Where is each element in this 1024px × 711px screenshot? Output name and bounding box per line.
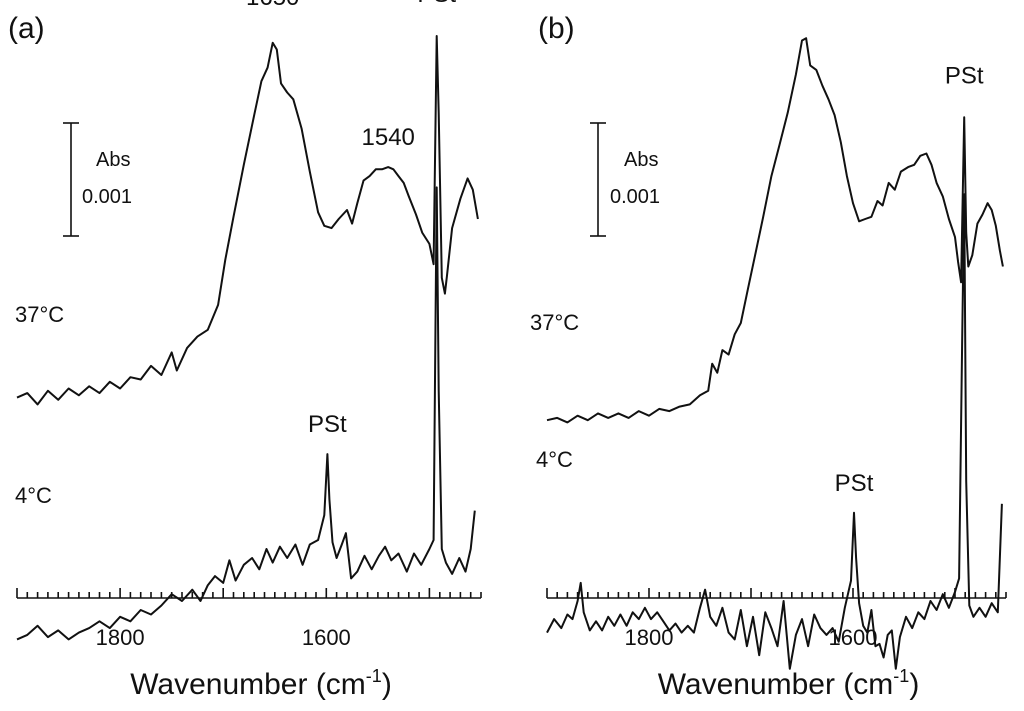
- panel-label: (b): [538, 12, 575, 45]
- peak-label-1650: 1650: [246, 0, 299, 11]
- x-axis-title-close: ): [909, 668, 919, 701]
- spectrum-trace-37c: [546, 37, 1004, 424]
- peak-label-pst: PSt: [835, 470, 874, 497]
- scale-bar-unit: Abs: [96, 149, 130, 171]
- series-label-4c: 4°C: [15, 483, 52, 508]
- x-axis-title-main: Wavenumber (cm: [658, 668, 894, 701]
- scale-bar-value: 0.001: [610, 186, 660, 208]
- peak-label-pst: PSt: [417, 0, 456, 8]
- panel-label: (a): [8, 12, 45, 45]
- series-label-37c: 37°C: [15, 302, 64, 327]
- x-tick-label: 1800: [625, 625, 674, 650]
- scale-bar-unit: Abs: [624, 149, 658, 171]
- peak-label-pst: PSt: [945, 62, 984, 89]
- peak-label-pst: PSt: [308, 411, 347, 438]
- x-axis-title-exponent: -1: [366, 666, 382, 686]
- x-axis-title: Wavenumber (cm-1): [658, 666, 920, 701]
- x-axis-title-exponent: -1: [893, 666, 909, 686]
- series-label-4c: 4°C: [536, 447, 573, 472]
- x-axis-title-main: Wavenumber (cm: [130, 668, 366, 701]
- x-tick-label: 1800: [96, 625, 145, 650]
- x-tick-label: 1600: [302, 625, 351, 650]
- panel-b: (b) Abs 0.001 37°C 4°C PSt PSt 1800 1600 Wavenumb…: [530, 12, 1007, 701]
- x-axis-title-close: ): [382, 668, 392, 701]
- spectrum-trace-4c: [546, 193, 1003, 670]
- peak-label-1540: 1540: [362, 124, 415, 151]
- spectrum-trace-4c: [16, 186, 476, 641]
- x-axis-title: Wavenumber (cm-1): [130, 666, 392, 701]
- panel-a: (a) Abs 0.001 37°C 4°C 1650 1540 PSt PSt 1800 1600…: [8, 0, 482, 701]
- spectrum-trace-37c: [16, 35, 479, 406]
- scale-bar-value: 0.001: [82, 186, 132, 208]
- series-label-37c: 37°C: [530, 310, 579, 335]
- x-tick-label: 1600: [829, 625, 878, 650]
